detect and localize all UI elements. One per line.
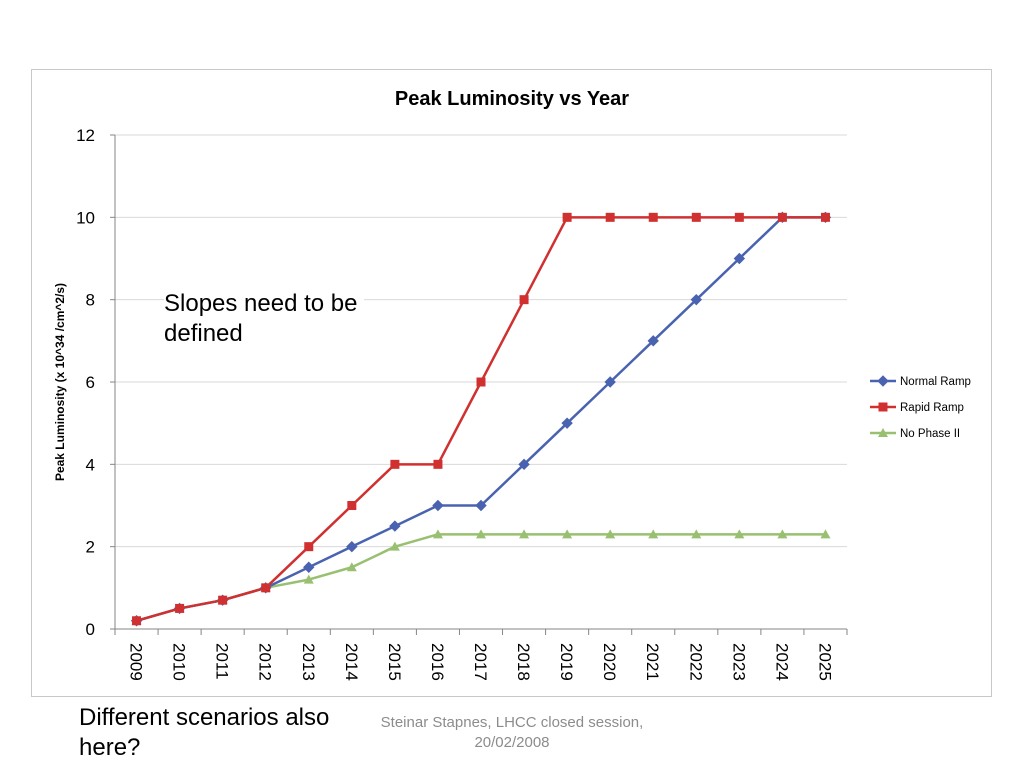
footer-line-2: 20/02/2008 (474, 734, 550, 751)
data-point-no-phase-ii (648, 529, 659, 539)
data-point-rapid-ramp (562, 212, 572, 222)
x-tick-label: 2016 (428, 643, 447, 681)
data-point-normal-ramp (561, 417, 573, 429)
x-tick-label: 2015 (385, 643, 404, 681)
data-point-rapid-ramp (390, 459, 400, 469)
data-point-normal-ramp (346, 540, 358, 553)
x-tick-label: 2023 (729, 643, 748, 681)
series-line-rapid-ramp (136, 216, 826, 622)
legend-marker-rapid-ramp (878, 402, 888, 412)
data-point-rapid-ramp (648, 212, 658, 222)
data-point-rapid-ramp (820, 212, 830, 222)
data-point-normal-ramp (389, 520, 401, 532)
x-tick-label: 2021 (643, 643, 662, 681)
x-tick-label: 2013 (299, 643, 318, 681)
x-tick-label: 2022 (686, 643, 705, 681)
footer-line-1: Steinar Stapnes, LHCC closed session, (380, 714, 644, 731)
data-point-no-phase-ii (389, 541, 400, 551)
data-point-rapid-ramp (218, 595, 228, 605)
data-point-normal-ramp (303, 561, 315, 573)
data-point-rapid-ramp (605, 212, 615, 222)
y-tick-label: 4 (86, 455, 95, 474)
data-point-normal-ramp (475, 499, 487, 512)
data-point-no-phase-ii (691, 529, 702, 539)
x-tick-label: 2012 (256, 643, 275, 681)
series-line-normal-ramp (136, 216, 826, 622)
data-point-no-phase-ii (346, 562, 357, 572)
legend-marker-no-phase-ii (878, 428, 888, 437)
y-tick-label: 0 (86, 620, 95, 639)
y-tick-label: 6 (86, 373, 95, 392)
data-point-no-phase-ii (562, 529, 573, 539)
x-tick-label: 2017 (471, 643, 490, 681)
x-tick-label: 2018 (514, 643, 533, 681)
data-point-no-phase-ii (734, 529, 745, 539)
data-point-rapid-ramp (691, 212, 701, 222)
data-point-no-phase-ii (777, 529, 788, 539)
y-axis-label: Peak Luminosity (x 10^34 /cm^2/s) (53, 283, 67, 481)
x-tick-label: 2014 (342, 643, 361, 681)
x-tick-label: 2019 (557, 643, 576, 681)
line-chart: Peak Luminosity vs Year 0 2 4 6 8 10 12 2009 2010… (53, 88, 971, 681)
x-tick-label: 2025 (815, 643, 834, 681)
y-tick-label: 10 (76, 208, 95, 227)
chart-title: Peak Luminosity vs Year (395, 88, 629, 110)
data-point-rapid-ramp (175, 603, 185, 613)
data-point-normal-ramp (518, 458, 530, 471)
data-point-normal-ramp (604, 376, 616, 388)
data-point-rapid-ramp (261, 583, 271, 593)
x-tick-label: 2020 (600, 643, 619, 681)
x-tick-label: 2024 (772, 643, 791, 681)
data-point-no-phase-ii (432, 529, 443, 539)
data-point-rapid-ramp (777, 212, 787, 222)
series-line-no-phase-ii (136, 533, 826, 622)
legend-marker-normal-ramp (877, 375, 889, 387)
data-point-rapid-ramp (132, 616, 142, 626)
x-tick-label: 2009 (127, 643, 146, 681)
slide-footer: Steinar Stapnes, LHCC closed session, 20… (352, 713, 672, 753)
data-point-rapid-ramp (347, 501, 357, 510)
data-point-no-phase-ii (820, 529, 831, 539)
scenarios-note: Different scenarios also here? (68, 703, 349, 763)
legend-label-rapid-ramp: Rapid Ramp (900, 402, 964, 414)
data-point-rapid-ramp (433, 459, 443, 469)
data-point-no-phase-ii (605, 529, 616, 539)
data-point-normal-ramp (690, 293, 703, 306)
y-tick-label: 2 (86, 538, 95, 557)
x-tick-label: 2010 (170, 643, 189, 681)
y-tick-label: 8 (86, 291, 95, 310)
legend-label-no-phase-ii: No Phase II (900, 428, 960, 440)
data-point-rapid-ramp (304, 542, 314, 552)
slopes-note: Slopes need to be defined (164, 289, 364, 349)
chart-frame: Peak Luminosity vs Year 0 2 4 6 8 10 12 2009 2010… (31, 69, 992, 697)
y-tick-label: 12 (76, 126, 95, 145)
data-point-normal-ramp (647, 335, 659, 347)
data-point-normal-ramp (432, 499, 444, 512)
data-point-no-phase-ii (303, 574, 314, 584)
data-point-no-phase-ii (519, 529, 530, 539)
data-point-rapid-ramp (476, 377, 486, 387)
x-tick-label: 2011 (213, 643, 232, 680)
data-point-rapid-ramp (519, 295, 529, 305)
data-point-rapid-ramp (734, 212, 744, 222)
data-point-no-phase-ii (476, 529, 486, 539)
data-point-normal-ramp (733, 252, 746, 265)
legend-label-normal-ramp: Normal Ramp (900, 376, 971, 388)
